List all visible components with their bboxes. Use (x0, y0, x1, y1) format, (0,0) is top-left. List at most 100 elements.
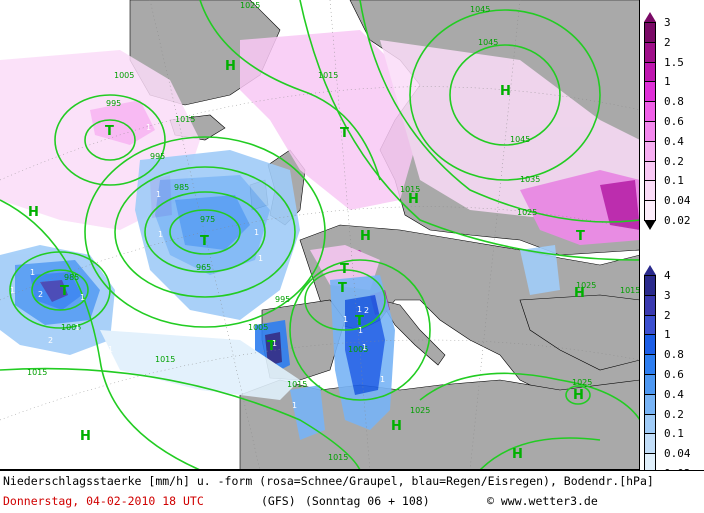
legend-color-cell (644, 314, 656, 336)
high-pressure-marker: H (360, 229, 371, 244)
legend-label: 3 (664, 288, 671, 302)
low-pressure-marker: T (200, 234, 209, 249)
precip-value-label: 1 (380, 375, 385, 384)
legend-color-cell (644, 121, 656, 142)
snow-legend-top-arrow (644, 12, 656, 22)
legend-label: 0.6 (664, 115, 684, 128)
pressure-label: 1045 (510, 135, 530, 144)
high-pressure-marker: H (80, 429, 91, 444)
legend-label: 0.1 (664, 174, 684, 188)
pressure-label: 1005 (348, 345, 368, 354)
isobars (0, 0, 639, 469)
legend-label: 0.8 (664, 95, 684, 109)
precip-value-label: 2 (364, 306, 369, 315)
legend-label: 0.6 (664, 368, 684, 381)
legend-label: 0.04 (664, 447, 691, 461)
low-markers: T T T T T T T T T (60, 124, 585, 354)
precip-value-label: 1 (156, 190, 161, 199)
pressure-label: 985 (64, 273, 79, 282)
legend-color-cell (644, 433, 656, 455)
precip-value-label: 1 (254, 228, 259, 237)
pressure-label: 995 (275, 295, 290, 304)
pressure-label: 1025 (572, 378, 592, 387)
legend-color-cell (644, 160, 656, 182)
legend-color-cell (644, 275, 656, 296)
legend-color-cell (644, 294, 656, 316)
high-pressure-marker: H (512, 447, 523, 462)
pressure-labels: 1045 1045 1045 1035 1025 1025 1015 1015 … (27, 1, 640, 462)
legend-label: 0.2 (664, 407, 684, 421)
legend-color-cell (644, 334, 656, 356)
precip-value-label: 1 (6, 341, 11, 350)
legend-color-cell (644, 22, 656, 43)
high-pressure-marker: H (574, 286, 585, 301)
precip-value-label: 1 (292, 401, 297, 410)
legend-label: 0.1 (664, 427, 684, 441)
legend-label: 0.8 (664, 348, 684, 362)
legend-color-cell (644, 41, 656, 63)
caption-model: (GFS) (261, 494, 296, 508)
high-markers: H H H H H H H H H H (28, 59, 585, 462)
precip-value-label: 1 (158, 230, 163, 239)
pressure-label: 975 (200, 215, 215, 224)
legend-label: 1 (664, 328, 671, 342)
precip-value-label: 1 (80, 293, 85, 302)
low-pressure-marker: T (355, 314, 364, 329)
snow-legend-bottom-arrow (644, 220, 656, 230)
legend-label: 0.02 (664, 214, 691, 227)
legend-color-cell (644, 61, 656, 83)
pressure-label: 1025 (410, 406, 430, 415)
legend-color-cell (644, 200, 656, 221)
pressure-label: 1015 (27, 368, 47, 377)
pressure-label: 1015 (155, 355, 175, 364)
pressure-label: 1015 (318, 71, 338, 80)
map-caption: Niederschlagsstaerke [mm/h] u. -form (ro… (0, 470, 704, 513)
legend-label: 2 (664, 35, 671, 49)
pressure-label: 995 (106, 99, 121, 108)
precip-value-label: 1 (108, 345, 113, 354)
low-pressure-marker: T (60, 284, 69, 299)
legend-label: 0.4 (664, 387, 684, 401)
legend-color-cell (644, 354, 656, 375)
rain-precipitation (0, 150, 560, 440)
pressure-label: 985 (174, 183, 189, 192)
rain-legend-bar (644, 275, 656, 474)
precip-value-label: 1 (75, 323, 80, 332)
low-pressure-marker: T (340, 126, 349, 141)
legend-label: 2 (664, 308, 671, 322)
pressure-label: 1005 (248, 323, 268, 332)
high-pressure-marker: H (28, 205, 39, 220)
pressure-label: 1015 (620, 286, 640, 295)
legend-label: 4 (664, 269, 671, 282)
legend-color-cell (644, 393, 656, 415)
pressure-label: 1005 (61, 323, 81, 332)
legend-label: 0.4 (664, 134, 684, 148)
legend-color-cell (644, 180, 656, 202)
legend-label: 0.2 (664, 154, 684, 168)
low-pressure-marker: T (576, 229, 585, 244)
legend-color-cell (644, 374, 656, 395)
low-pressure-marker: T (267, 339, 276, 354)
map-canvas: 1045 1045 1045 1035 1025 1025 1015 1015 … (0, 0, 640, 469)
legend-label: 0.04 (664, 194, 691, 208)
precip-value-label: 1 (272, 339, 277, 348)
legend-color-cell (644, 81, 656, 103)
legend-color-cell (644, 101, 656, 122)
high-pressure-marker: H (573, 388, 584, 403)
pressure-label: 1025 (576, 281, 596, 290)
pressure-label: 995 (150, 152, 165, 161)
high-pressure-marker: H (408, 192, 419, 207)
legend-label: 1.5 (664, 55, 684, 69)
pressure-label: 1015 (287, 380, 307, 389)
low-pressure-marker: T (338, 281, 347, 296)
low-pressure-marker: T (105, 124, 114, 139)
precip-value-label: 1 (358, 326, 363, 335)
rain-legend-top-arrow (644, 265, 656, 275)
precip-value-label: 1 (362, 343, 367, 352)
legend-color-cell (644, 413, 656, 435)
pressure-label: 1045 (470, 5, 490, 14)
pressure-label: 1035 (520, 175, 540, 184)
snow-legend-bar (644, 22, 656, 221)
precip-labels: 1 2 1 1 2 1 1 1 1 1 1 1 1 2 1 1 1 1 1 1 … (6, 123, 385, 410)
caption-run: (Sonntag 06 + 108) (305, 494, 430, 508)
